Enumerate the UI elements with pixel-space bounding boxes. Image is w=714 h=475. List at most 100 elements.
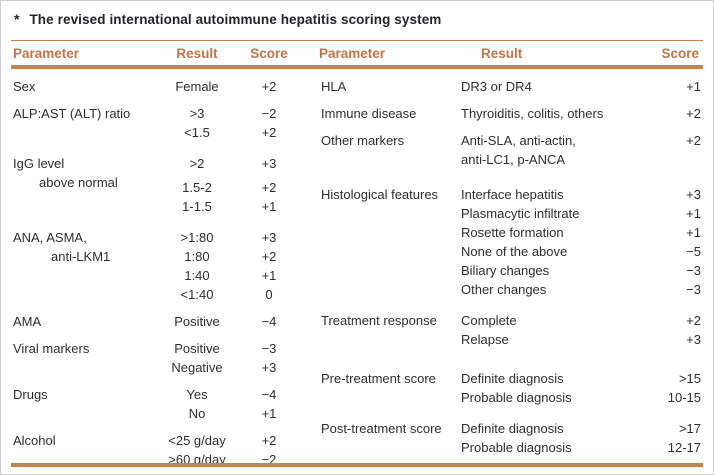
score-value: 10-15 xyxy=(667,390,701,405)
score-value: +3 xyxy=(686,187,701,202)
param-group-hla: HLA DR3 or DR4 +1 xyxy=(321,77,701,96)
parameter-label: above normal xyxy=(39,175,118,190)
result-value: Negative xyxy=(171,360,223,375)
result-value: Thyroiditis, colitis, others xyxy=(461,106,604,121)
parameter-cell: Histological features xyxy=(321,185,461,299)
result-value: Positive xyxy=(174,341,220,356)
parameter-label: IgG level xyxy=(13,156,65,171)
param-group-viral-markers: Viral markers Positive −3 Negative +3 xyxy=(13,339,297,377)
parameter-label: Post-treatment score xyxy=(321,421,442,436)
result-value: 1-1.5 xyxy=(182,199,212,214)
score-value: +1 xyxy=(686,79,701,94)
table-row: 1:40 +1 xyxy=(153,266,297,285)
parameter-cell: AMA xyxy=(13,312,153,331)
parameter-label: Immune disease xyxy=(321,106,417,121)
result-value: 1.5-2 xyxy=(182,180,212,195)
group-rows: Definite diagnosis >15 Probable diagnosi… xyxy=(461,369,701,407)
group-rows: >2 +3 1.5-2 +2 1-1.5 +1 xyxy=(153,154,297,216)
score-value: +2 xyxy=(261,125,277,140)
score-value: +3 xyxy=(686,332,701,347)
result-value: Rosette formation xyxy=(461,225,564,240)
table-row: 1-1.5 +1 xyxy=(153,197,297,216)
group-rows: DR3 or DR4 +1 xyxy=(461,77,701,96)
param-group-ama: AMA Positive −4 xyxy=(13,312,297,331)
table-row: Other changes −3 xyxy=(461,280,701,299)
column-header-score: Score xyxy=(661,46,699,61)
param-group-ana-asma: ANA, ASMA, anti-LKM1 >1:80 +3 1:80 +2 1:… xyxy=(13,228,297,304)
left-table-header: Parameter Result Score xyxy=(13,46,297,61)
table-row: Complete +2 xyxy=(461,311,701,330)
score-value: +2 xyxy=(686,133,701,148)
parameter-label: AMA xyxy=(13,314,42,329)
result-value: Biliary changes xyxy=(461,263,550,278)
table-row: DR3 or DR4 +1 xyxy=(461,77,701,96)
result-value: >3 xyxy=(189,106,205,121)
result-value: Definite diagnosis xyxy=(461,421,564,436)
parameter-label: Treatment response xyxy=(321,313,437,328)
score-value: 0 xyxy=(265,287,273,302)
page-title: The revised international autoimmune hep… xyxy=(29,12,442,27)
column-header-parameter: Parameter xyxy=(319,46,386,61)
result-value: Relapse xyxy=(461,332,509,347)
parameter-cell: Immune disease xyxy=(321,104,461,123)
score-value: +3 xyxy=(261,230,277,245)
score-value: +2 xyxy=(261,249,277,264)
score-value: −4 xyxy=(261,314,277,329)
column-header-result: Result xyxy=(481,46,523,61)
table-row: >1:80 +3 xyxy=(153,228,297,247)
score-value: +3 xyxy=(261,156,277,171)
parameter-label: Pre-treatment score xyxy=(321,371,436,386)
score-value: +2 xyxy=(686,313,701,328)
table-row: Female +2 xyxy=(153,77,297,96)
table-row: Plasmacytic infiltrate +1 xyxy=(461,204,701,223)
table-right: HLA DR3 or DR4 +1 Immune disease Thyroid… xyxy=(321,69,701,469)
result-value: anti-LC1, p-ANCA xyxy=(461,152,566,167)
result-value: 1:80 xyxy=(184,249,210,264)
header-gap xyxy=(297,46,319,61)
table-body: Sex Female +2 ALP:AST (ALT) ratio >3 −2 xyxy=(1,69,713,469)
table-row: 1.5-2 +2 xyxy=(153,178,297,197)
parameter-label: HLA xyxy=(321,79,347,94)
result-value: >1:80 xyxy=(180,230,214,245)
param-group-drugs: Drugs Yes −4 No +1 xyxy=(13,385,297,423)
score-value: +1 xyxy=(261,268,277,283)
parameter-label: Drugs xyxy=(13,387,48,402)
parameter-label: ALP:AST (ALT) ratio xyxy=(13,106,131,121)
parameter-cell: ALP:AST (ALT) ratio xyxy=(13,104,153,142)
result-value: <1.5 xyxy=(184,125,210,140)
table-row: Positive −3 xyxy=(153,339,297,358)
param-group-post-treatment-score: Post-treatment score Definite diagnosis … xyxy=(321,419,701,457)
result-value: Plasmacytic infiltrate xyxy=(461,206,580,221)
result-value: Probable diagnosis xyxy=(461,390,572,405)
param-group-histological-features: Histological features Interface hepatiti… xyxy=(321,185,701,299)
table-row: Positive −4 xyxy=(153,312,297,331)
result-value: DR3 or DR4 xyxy=(461,79,532,94)
score-value: −4 xyxy=(261,387,277,402)
score-value: +2 xyxy=(261,433,277,448)
column-header-parameter: Parameter xyxy=(13,46,80,61)
parameter-label: Other markers xyxy=(321,133,405,148)
group-rows: Positive −3 Negative +3 xyxy=(153,339,297,377)
param-group-other-markers: Other markers Anti-SLA, anti-actin, +2 a… xyxy=(321,131,701,169)
result-value: <25 g/day xyxy=(168,433,226,448)
table-row: >2 +3 xyxy=(153,154,297,173)
table-row: Negative +3 xyxy=(153,358,297,377)
result-value: Complete xyxy=(461,313,517,328)
score-value: +2 xyxy=(686,106,701,121)
group-rows: Definite diagnosis >17 Probable diagnosi… xyxy=(461,419,701,457)
parameter-label: Histological features xyxy=(321,187,439,202)
result-value: <1:40 xyxy=(180,287,214,302)
table-row: >3 −2 xyxy=(153,104,297,123)
table-row: Interface hepatitis +3 xyxy=(461,185,701,204)
bottom-divider xyxy=(11,463,703,467)
table-row: Probable diagnosis 10-15 xyxy=(461,388,701,407)
group-rows: >3 −2 <1.5 +2 xyxy=(153,104,297,142)
result-value: Anti-SLA, anti-actin, xyxy=(461,133,576,148)
result-value: >2 xyxy=(189,156,205,171)
result-value: Probable diagnosis xyxy=(461,440,572,455)
score-value: +1 xyxy=(686,225,701,240)
parameter-cell: Treatment response xyxy=(321,311,461,349)
table-row: <1.5 +2 xyxy=(153,123,297,142)
table-row: Definite diagnosis >15 xyxy=(461,369,701,388)
